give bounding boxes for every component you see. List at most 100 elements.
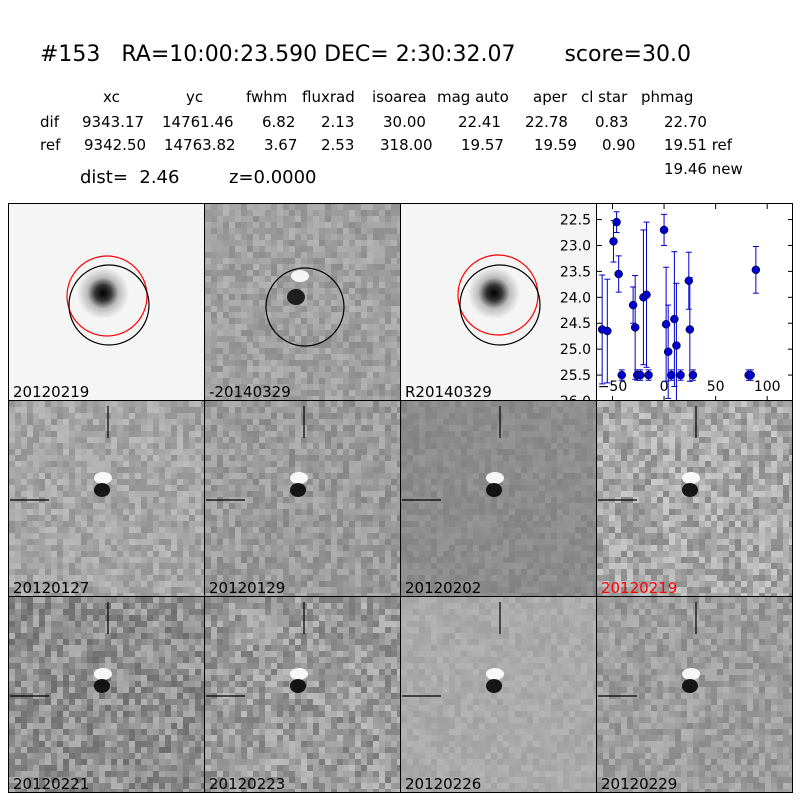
- cell-isoarea: 30.00: [383, 113, 426, 131]
- page-title: #153 RA=10:00:23.590 DEC= 2:30:32.07 sco…: [40, 42, 691, 67]
- diff-positive-lobe: [290, 472, 308, 484]
- epoch-stamp-panel: 20120129: [204, 400, 401, 597]
- ref2-star-image: [401, 204, 596, 400]
- marker: [659, 225, 669, 235]
- cell-xc: 9343.17: [82, 113, 145, 131]
- row-label: ref: [40, 136, 61, 154]
- col-header-mag-auto: mag auto: [437, 88, 509, 106]
- epoch-stamp-panel: 20120223: [204, 596, 401, 793]
- y-tick-label: 24.5: [560, 316, 591, 332]
- dist-value: dist= 2.46: [80, 167, 180, 188]
- epoch-stamp-panel: 20120202: [400, 400, 597, 597]
- epoch-diff-image: [205, 597, 400, 792]
- marker: [628, 300, 638, 310]
- data-point: [670, 251, 679, 387]
- diff-positive-lobe: [682, 472, 700, 484]
- stamp-ref-panel: 20120219: [8, 203, 205, 401]
- stamp-label: 20120202: [405, 578, 482, 597]
- diff-negative-lobe: [287, 289, 305, 305]
- col-header-cl-star: cl star: [581, 88, 628, 106]
- marker: [746, 370, 755, 380]
- red-circle: [457, 254, 539, 336]
- col-header-fluxrad: fluxrad: [302, 88, 355, 106]
- marker: [676, 370, 685, 380]
- ref-star-image: [9, 204, 204, 400]
- marker: [609, 237, 618, 246]
- epoch-stamp-panel: 20120229: [596, 596, 793, 793]
- data-point: [663, 304, 673, 399]
- diff-negative-lobe: [94, 483, 110, 497]
- stamp-label: 20120221: [13, 774, 90, 793]
- y-tick-label: 24.0: [560, 290, 591, 306]
- data-point: [684, 251, 694, 310]
- marker: [644, 370, 653, 380]
- diff-positive-lobe: [94, 472, 112, 484]
- cell-phmag: 19.51 ref: [664, 136, 733, 154]
- marker: [663, 347, 673, 356]
- cell-mag-auto: 19.57: [461, 136, 504, 154]
- stamp-diff-panel: -20140329: [204, 203, 401, 401]
- data-point: [751, 246, 761, 294]
- marker: [685, 325, 695, 334]
- cell-aper: 19.59: [534, 136, 577, 154]
- epoch-diff-image: [597, 597, 792, 792]
- diff-negative-lobe: [682, 679, 698, 693]
- data-point: [603, 278, 612, 384]
- star-blob: [468, 267, 520, 319]
- data-point: [628, 286, 638, 324]
- cell-aper: 22.78: [525, 113, 568, 131]
- cell-yc: 14763.82: [164, 136, 236, 154]
- light-curve-panel: −5005010022.523.023.524.024.525.025.526.…: [560, 203, 793, 410]
- data-point: [667, 369, 676, 381]
- epoch-diff-image: [9, 597, 204, 792]
- y-tick-label: 25.5: [560, 368, 591, 384]
- diff-positive-lobe: [486, 472, 504, 484]
- data-point: [630, 275, 640, 380]
- data-point: [661, 266, 671, 382]
- marker: [636, 370, 645, 380]
- diff-negative-lobe: [290, 679, 306, 693]
- z-value: z=0.0000: [229, 167, 317, 188]
- epoch-diff-image: [205, 401, 400, 596]
- col-header-isoarea: isoarea: [372, 88, 427, 106]
- diff-positive-lobe: [94, 668, 112, 680]
- data-point: [746, 369, 755, 381]
- col-header-phmag: phmag: [641, 88, 694, 106]
- x-tick-label: 100: [754, 379, 781, 395]
- marker: [670, 314, 679, 324]
- stamp-label: 20120226: [405, 774, 482, 793]
- epoch-stamp-panel: 20120226: [400, 596, 597, 793]
- diff-negative-lobe: [486, 483, 502, 497]
- epoch-diff-image: [597, 401, 792, 596]
- diff-negative-lobe: [486, 679, 502, 693]
- col-header-xc: xc: [103, 88, 120, 106]
- col-header-yc: yc: [186, 88, 204, 106]
- epoch-stamp-panel: 20120221: [8, 596, 205, 793]
- data-point: [612, 211, 621, 234]
- x-tick-label: 50: [707, 379, 725, 395]
- diff-star-image: [205, 204, 400, 400]
- epoch-diff-image: [9, 401, 204, 596]
- y-tick-label: 25.0: [560, 342, 591, 358]
- stamp-label: 20120219: [601, 578, 678, 597]
- marker: [614, 269, 623, 279]
- data-point: [642, 221, 651, 368]
- marker: [630, 323, 640, 332]
- black-circle: [459, 264, 541, 346]
- cell-isoarea: 318.00: [380, 136, 433, 154]
- black-circle: [68, 264, 150, 346]
- epoch-diff-image: [401, 401, 596, 596]
- diff-negative-lobe: [290, 483, 306, 497]
- data-point: [617, 369, 627, 381]
- data-point: [688, 369, 698, 381]
- cell-phmag: 22.70: [664, 113, 707, 131]
- light-curve-chart: −5005010022.523.023.524.024.525.025.526.…: [560, 204, 793, 410]
- cell-cl-star: 0.90: [602, 136, 636, 154]
- marker: [617, 370, 627, 380]
- diff-positive-lobe: [486, 668, 504, 680]
- cell-xc: 9342.50: [84, 136, 147, 154]
- marker: [661, 320, 671, 329]
- cell-fwhm: 6.82: [262, 113, 296, 131]
- stamp-label: -20140329: [209, 382, 291, 401]
- data-point: [676, 369, 685, 381]
